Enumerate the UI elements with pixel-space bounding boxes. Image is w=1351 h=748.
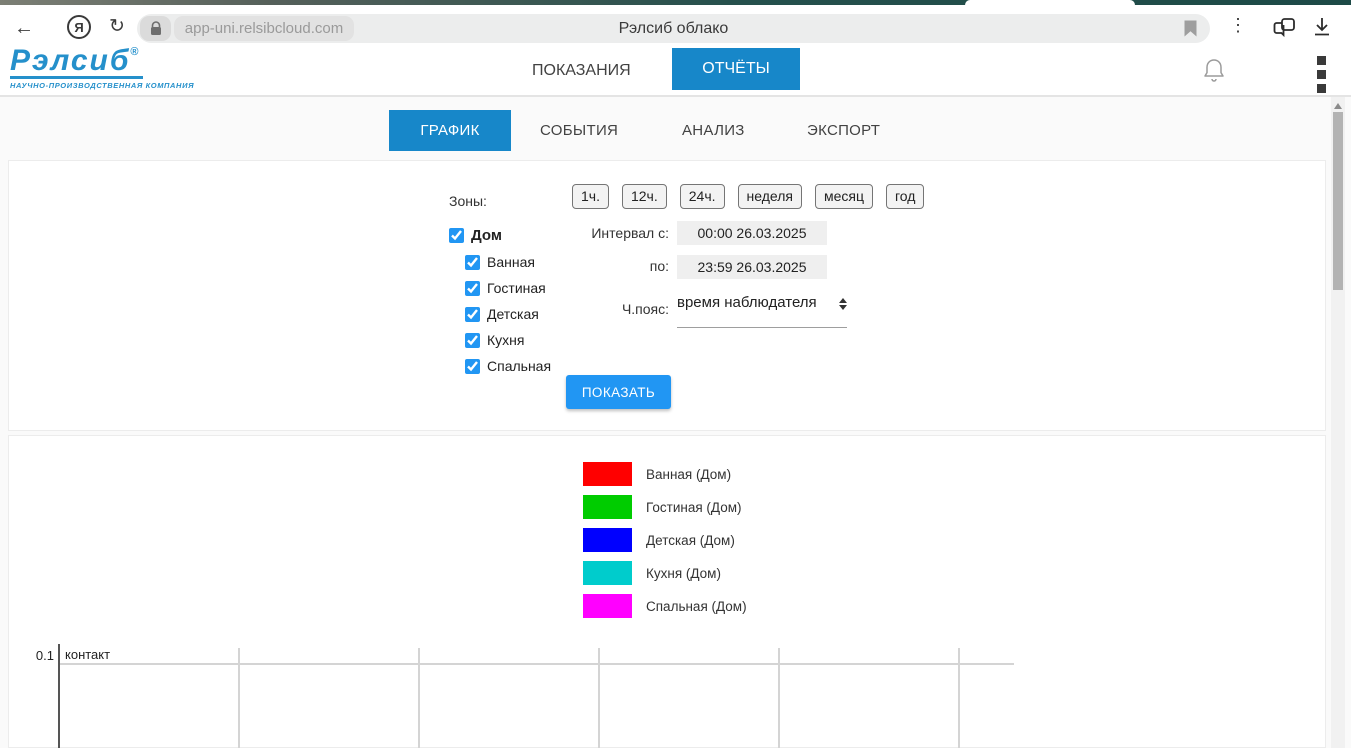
range-button-month[interactable]: месяц (814, 184, 873, 209)
bookmark-icon[interactable] (1184, 20, 1197, 42)
tab-analysis[interactable]: АНАЛИЗ (682, 122, 745, 139)
scrollbar-up-arrow-icon[interactable] (1334, 103, 1342, 109)
legend-swatch (583, 561, 632, 585)
zone-checkbox-spalnaya[interactable]: Спальная (465, 358, 551, 374)
relsib-logo[interactable]: Рэлсиб® НАУЧНО-ПРОИЗВОДСТВЕННАЯ КОМПАНИЯ (10, 44, 240, 90)
chart-v-gridline (238, 648, 240, 748)
back-icon[interactable]: ← (14, 17, 34, 39)
checkbox[interactable] (465, 332, 480, 348)
lock-icon (150, 21, 161, 35)
range-button-week[interactable]: неделя (737, 184, 802, 209)
chart-v-gridline (958, 648, 960, 748)
zone-label: Детская (487, 306, 539, 322)
scrollbar-thumb[interactable] (1333, 112, 1343, 290)
chart-panel: Ванная (Дом) Гостиная (Дом) Детская (Дом… (8, 435, 1326, 748)
browser-menu-icon[interactable]: ⋮ (1229, 15, 1247, 35)
checkbox[interactable] (465, 358, 480, 374)
interval-to-input[interactable]: 23:59 26.03.2025 (677, 255, 827, 279)
site-security-chip[interactable] (140, 16, 171, 41)
range-button-year[interactable]: год (885, 184, 925, 209)
legend-label: Гостиная (Дом) (646, 499, 742, 515)
zone-checkbox-gostinaya[interactable]: Гостиная (465, 280, 546, 296)
browser-window-edge (0, 0, 1351, 5)
url-field[interactable]: app-uni.relsibcloud.com (174, 16, 354, 41)
logo-wordmark: Рэлсиб (10, 44, 131, 77)
legend-swatch (583, 528, 632, 552)
chart-h-gridline (60, 663, 1014, 665)
legend-label: Детская (Дом) (646, 532, 735, 548)
notifications-bell-icon[interactable] (1201, 57, 1227, 90)
legend-item: Спальная (Дом) (583, 594, 747, 618)
chart-v-gridline (598, 648, 600, 748)
legend-swatch (583, 495, 632, 519)
registered-mark: ® (130, 46, 141, 58)
show-button[interactable]: ПОКАЗАТЬ (566, 375, 671, 409)
checkbox[interactable] (465, 306, 480, 322)
zone-checkbox-detskaya[interactable]: Детская (465, 306, 539, 322)
chart-y-axis (58, 644, 60, 748)
nav-item-readings[interactable]: ПОКАЗАНИЯ (532, 62, 631, 79)
filters-panel: Зоны: Дом Ванная Гостиная Детская Кухня … (8, 160, 1326, 431)
legend-item: Кухня (Дом) (583, 561, 721, 585)
legend-item: Ванная (Дом) (583, 462, 731, 486)
tab-groups-icon[interactable] (1272, 15, 1297, 44)
browser-page-title: Рэлсиб облако (618, 19, 729, 37)
range-button-1h[interactable]: 1ч. (572, 184, 609, 209)
legend-label: Спальная (Дом) (646, 598, 747, 614)
interval-to-label: по: (649, 258, 669, 274)
checkbox[interactable] (449, 228, 464, 243)
legend-item: Гостиная (Дом) (583, 495, 742, 519)
zone-label: Дом (471, 227, 502, 244)
interval-from-input[interactable]: 00:00 26.03.2025 (677, 221, 827, 245)
zone-label: Спальная (487, 358, 552, 374)
timezone-label: Ч.пояс: (621, 301, 669, 317)
reload-icon[interactable]: ↻ (109, 16, 125, 37)
zone-checkbox-kuhnya[interactable]: Кухня (465, 332, 524, 348)
legend-label: Кухня (Дом) (646, 565, 721, 581)
tab-export[interactable]: ЭКСПОРТ (807, 122, 881, 139)
range-button-12h[interactable]: 12ч. (621, 184, 667, 209)
zone-label: Ванная (487, 254, 535, 270)
download-icon[interactable] (1312, 16, 1332, 43)
chart-v-gridline (778, 648, 780, 748)
timezone-select[interactable]: время наблюдателя (677, 294, 847, 328)
legend-swatch (583, 594, 632, 618)
chart-axis-label: контакт (65, 647, 111, 662)
select-arrows-icon (839, 298, 847, 310)
checkbox[interactable] (465, 254, 480, 270)
nav-item-reports[interactable]: ОТЧЁТЫ (672, 48, 800, 90)
browser-active-tab[interactable] (965, 0, 1135, 5)
zone-checkbox-vannaya[interactable]: Ванная (465, 254, 535, 270)
range-buttons: 1ч. 12ч. 24ч. неделя месяц год (572, 184, 925, 209)
zone-checkbox-dom[interactable]: Дом (449, 227, 502, 244)
app-menu-icon[interactable] (1317, 56, 1326, 93)
range-button-24h[interactable]: 24ч. (679, 184, 725, 209)
legend-item: Детская (Дом) (583, 528, 735, 552)
legend-label: Ванная (Дом) (646, 466, 732, 482)
interval-from-label: Интервал с: (591, 225, 669, 241)
chart-v-gridline (418, 648, 420, 748)
yandex-browser-icon[interactable]: Я (67, 15, 91, 39)
legend-swatch (583, 462, 632, 486)
logo-subtitle: НАУЧНО-ПРОИЗВОДСТВЕННАЯ КОМПАНИЯ (10, 80, 195, 90)
tab-graph[interactable]: ГРАФИК (389, 110, 511, 151)
chart-y-tick: 0.1 (35, 648, 54, 663)
timezone-selected-value: время наблюдателя (677, 294, 817, 311)
browser-toolbar: ← Я ↻ Рэлсиб облако app-uni.relsibcloud.… (0, 5, 1351, 44)
tab-events[interactable]: СОБЫТИЯ (540, 122, 619, 139)
zones-label: Зоны: (449, 193, 487, 209)
zone-label: Кухня (487, 332, 525, 348)
zone-label: Гостиная (487, 280, 546, 296)
checkbox[interactable] (465, 280, 480, 296)
